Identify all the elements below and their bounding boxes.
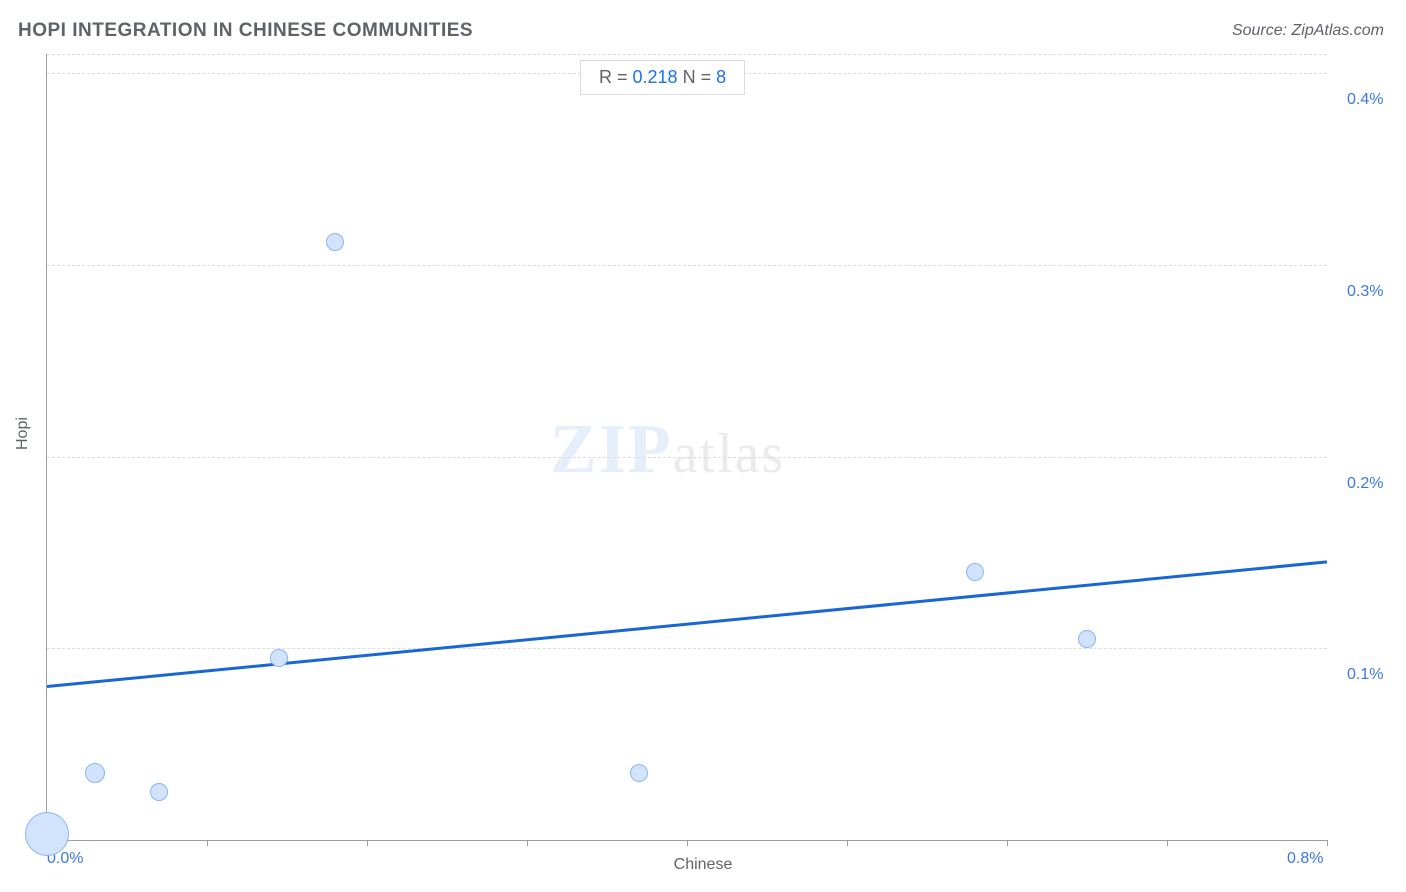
gridline [47, 265, 1327, 266]
data-point [270, 649, 288, 667]
gridline [47, 54, 1327, 55]
y-tick-label: 0.1% [1347, 666, 1383, 684]
data-point [966, 563, 984, 581]
x-tick-mark [847, 840, 848, 846]
n-label: N = [678, 67, 717, 87]
source-attribution: Source: ZipAtlas.com [1232, 22, 1384, 40]
y-tick-label: 0.3% [1347, 283, 1383, 301]
y-tick-label: 0.4% [1347, 91, 1383, 109]
gridline [47, 648, 1327, 649]
gridline [47, 457, 1327, 458]
r-label: R = [599, 67, 633, 87]
data-point [326, 233, 344, 251]
x-tick-mark [1327, 840, 1328, 846]
data-point [25, 812, 69, 856]
stats-box: R = 0.218 N = 8 [580, 60, 745, 95]
x-tick-mark [527, 840, 528, 846]
n-value: 8 [716, 67, 726, 87]
trend-line [47, 561, 1327, 689]
x-tick-mark [687, 840, 688, 846]
data-point [85, 763, 105, 783]
x-tick-mark [207, 840, 208, 846]
chart-title: HOPI INTEGRATION IN CHINESE COMMUNITIES [18, 20, 473, 42]
x-tick-mark [367, 840, 368, 846]
scatter-plot: 0.1%0.2%0.3%0.4%0.0%0.8% [46, 54, 1327, 841]
x-axis-label: Chinese [0, 856, 1406, 874]
data-point [1078, 630, 1096, 648]
y-axis-label: Hopi [14, 417, 32, 450]
x-tick-mark [1007, 840, 1008, 846]
y-tick-label: 0.2% [1347, 475, 1383, 493]
x-tick-label: 0.8% [1287, 850, 1323, 868]
data-point [630, 764, 648, 782]
r-value: 0.218 [633, 67, 678, 87]
x-tick-mark [1167, 840, 1168, 846]
data-point [150, 783, 168, 801]
